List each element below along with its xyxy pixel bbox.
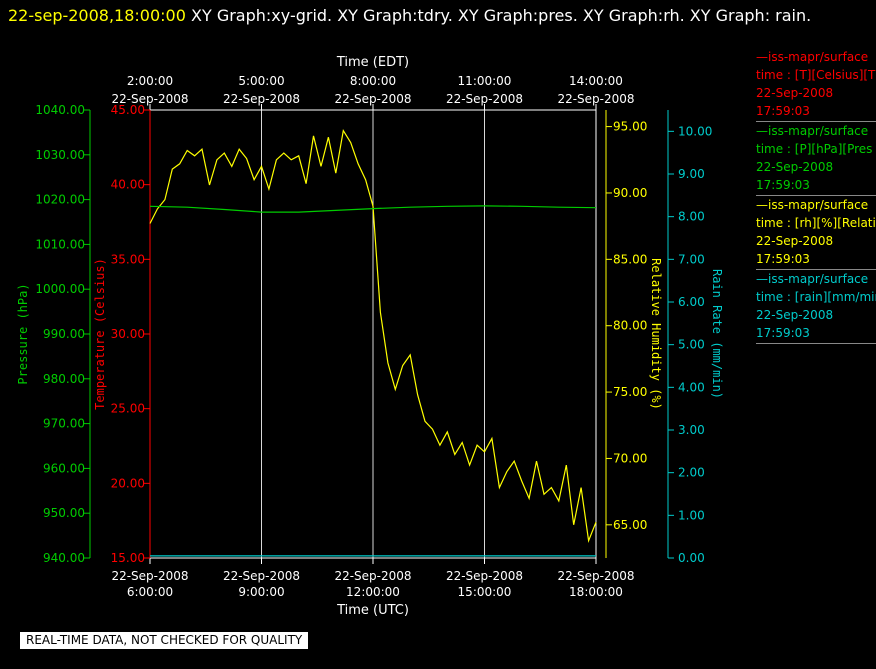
pressure-axis-tick-label: 1000.00 <box>35 282 85 296</box>
temperature-axis-label: Temperature (Celsius) <box>93 258 107 410</box>
legend-date: 22-Sep-2008 <box>756 86 834 100</box>
pressure-axis-tick-label: 950.00 <box>43 506 85 520</box>
pressure-axis-tick-label: 980.00 <box>43 372 85 386</box>
x-bottom-tick-time: 12:00:00 <box>346 585 400 599</box>
legend-date: 22-Sep-2008 <box>756 160 834 174</box>
x-bottom-tick-time: 9:00:00 <box>238 585 284 599</box>
legend-time: 17:59:03 <box>756 178 810 192</box>
rain-axis-tick-label: 8.00 <box>678 210 705 224</box>
humidity-axis-tick-label: 75.00 <box>613 385 647 399</box>
pressure-axis-label: Pressure (hPa) <box>16 283 30 384</box>
legend-time: 17:59:03 <box>756 104 810 118</box>
humidity-axis-tick-label: 85.00 <box>613 252 647 266</box>
legend-entry-temperature: —iss-mapr/surface time : [T][Celsius][T … <box>756 48 876 122</box>
legend-date: 22-Sep-2008 <box>756 234 834 248</box>
legend-line: —iss-mapr/surface <box>756 50 869 64</box>
legend: —iss-mapr/surface time : [T][Celsius][T … <box>756 48 876 344</box>
grid-lines <box>261 110 485 558</box>
x-bottom-tick-date: 22-Sep-2008 <box>446 569 523 583</box>
legend-time: 17:59:03 <box>756 326 810 340</box>
pressure-axis-tick-label: 1040.00 <box>35 103 85 117</box>
temperature-axis-tick-label: 35.00 <box>111 252 145 266</box>
window-title: 22-sep-2008,18:00:00 XY Graph:xy-grid. X… <box>8 3 868 29</box>
x-top-tick-time: 8:00:00 <box>350 74 396 88</box>
x-top-tick-date: 22-Sep-2008 <box>223 92 300 106</box>
quality-notice: REAL-TIME DATA, NOT CHECKED FOR QUALITY <box>20 632 309 649</box>
rain-axis-tick-label: 9.00 <box>678 167 705 181</box>
rain-axis-tick-label: 10.00 <box>678 124 712 138</box>
humidity-axis-tick-label: 90.00 <box>613 186 647 200</box>
rain-axis-tick-label: 6.00 <box>678 295 705 309</box>
pressure-axis-tick-label: 990.00 <box>43 327 85 341</box>
legend-line: —iss-mapr/surface <box>756 124 869 138</box>
temperature-axis-tick-label: 25.00 <box>111 402 145 416</box>
rain-axis-tick-label: 3.00 <box>678 423 705 437</box>
x-top-tick-date: 22-Sep-2008 <box>446 92 523 106</box>
x-bottom-tick-date: 22-Sep-2008 <box>557 569 634 583</box>
rain-axis-tick-label: 7.00 <box>678 252 705 266</box>
x-bottom-tick-time: 6:00:00 <box>127 585 173 599</box>
legend-unit: time : [rain][mm/min <box>756 290 876 304</box>
legend-date: 22-Sep-2008 <box>756 308 834 322</box>
x-bottom-tick-date: 22-Sep-2008 <box>111 569 188 583</box>
temperature-axis-tick-label: 45.00 <box>111 103 145 117</box>
title-graphs: XY Graph:xy-grid. XY Graph:tdry. XY Grap… <box>185 6 812 25</box>
series-lines <box>149 128 597 557</box>
legend-unit: time : [T][Celsius][T <box>756 68 876 82</box>
temperature-axis-tick-label: 40.00 <box>111 178 145 192</box>
rain-axis-tick-label: 1.00 <box>678 508 705 522</box>
axes: 22-Sep-2008 6:00:00 22-Sep-2008 9:00:00 22-S… <box>35 74 712 599</box>
x-top-tick-time: 5:00:00 <box>238 74 284 88</box>
series-line-pres <box>149 205 597 213</box>
humidity-axis-label: Relative Humidity (%) <box>649 258 663 410</box>
humidity-axis-tick-label: 80.00 <box>613 319 647 333</box>
x-top-tick-time: 2:00:00 <box>127 74 173 88</box>
humidity-axis-tick-label: 95.00 <box>613 120 647 134</box>
rain-axis-tick-label: 2.00 <box>678 466 705 480</box>
x-top-tick-date: 22-Sep-2008 <box>111 92 188 106</box>
legend-unit: time : [rh][%][Relati <box>756 216 876 230</box>
x-top-tick-time: 11:00:00 <box>458 74 512 88</box>
pressure-axis-tick-label: 940.00 <box>43 551 85 565</box>
temperature-axis-tick-label: 30.00 <box>111 327 145 341</box>
pressure-axis-tick-label: 1020.00 <box>35 193 85 207</box>
pressure-axis-tick-label: 1030.00 <box>35 148 85 162</box>
x-bottom-tick-date: 22-Sep-2008 <box>223 569 300 583</box>
temperature-axis-tick-label: 20.00 <box>111 476 145 490</box>
pressure-axis-tick-label: 960.00 <box>43 461 85 475</box>
legend-entry-humidity: —iss-mapr/surface time : [rh][%][Relati … <box>756 196 876 270</box>
rain-axis-tick-label: 5.00 <box>678 338 705 352</box>
legend-line: —iss-mapr/surface <box>756 272 869 286</box>
x-bottom-tick-time: 15:00:00 <box>458 585 512 599</box>
x-top-tick-date: 22-Sep-2008 <box>557 92 634 106</box>
pressure-axis-tick-label: 1010.00 <box>35 237 85 251</box>
rain-axis-tick-label: 0.00 <box>678 551 705 565</box>
legend-unit: time : [P][hPa][Pres <box>756 142 873 156</box>
rain-axis-tick-label: 4.00 <box>678 380 705 394</box>
x-top-tick-time: 14:00:00 <box>569 74 623 88</box>
temperature-axis-tick-label: 15.00 <box>111 551 145 565</box>
legend-entry-rain: —iss-mapr/surface time : [rain][mm/min 2… <box>756 270 876 344</box>
x-bottom-tick-time: 18:00:00 <box>569 585 623 599</box>
title-timestamp: 22-sep-2008,18:00:00 <box>8 6 186 25</box>
x-bottom-axis-label: Time (UTC) <box>336 603 409 618</box>
humidity-axis-tick-label: 65.00 <box>613 518 647 532</box>
x-top-tick-date: 22-Sep-2008 <box>334 92 411 106</box>
rain-axis-label: Rain Rate (mm/min) <box>710 269 724 399</box>
legend-time: 17:59:03 <box>756 252 810 266</box>
x-bottom-tick-date: 22-Sep-2008 <box>334 569 411 583</box>
legend-line: —iss-mapr/surface <box>756 198 869 212</box>
series-line-rh <box>149 128 597 544</box>
pressure-axis-tick-label: 970.00 <box>43 417 85 431</box>
humidity-axis-tick-label: 70.00 <box>613 451 647 465</box>
legend-entry-pressure: —iss-mapr/surface time : [P][hPa][Pres 2… <box>756 122 876 196</box>
x-top-axis-label: Time (EDT) <box>336 55 409 70</box>
